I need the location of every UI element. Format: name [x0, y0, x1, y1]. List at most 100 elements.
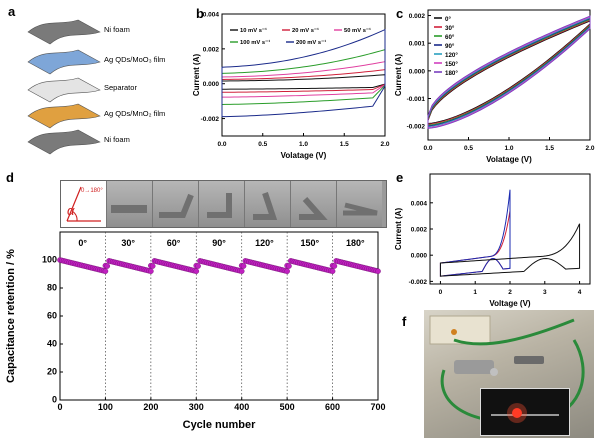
- legend-label: 150°: [445, 61, 458, 68]
- segment-label: 30°: [121, 238, 135, 248]
- layer-sheet: [27, 19, 101, 45]
- x-tick-label: 1.0: [299, 141, 308, 148]
- panel-letter: d: [6, 170, 14, 185]
- x-tick-label: 600: [325, 402, 340, 412]
- x-tick-label: 0: [439, 289, 443, 296]
- data-point: [193, 268, 200, 274]
- y-tick-label: -0.002: [407, 124, 426, 131]
- cv-curve: [427, 15, 591, 129]
- legend-label: 180°: [445, 70, 458, 77]
- x-tick-label: 400: [234, 402, 249, 412]
- legend-label: 0°: [445, 16, 451, 23]
- data-point: [331, 263, 338, 269]
- data-point: [238, 268, 245, 274]
- y-tick-label: 80: [47, 283, 57, 293]
- chart-c: 0.0 0.5 1.0 1.5 2.0 -0.002 -0.001 0.000 0.001 0.0…: [394, 6, 595, 164]
- chart-b: 0.0 0.5 1.0 1.5 2.0 -0.002 0.000 0.002 0.004 Vola…: [192, 6, 390, 160]
- y-axis-label: Current (A): [394, 54, 403, 97]
- x-axis-label: Volatage (V): [486, 155, 532, 164]
- segment-label: 0°: [78, 238, 87, 248]
- panel-letter: b: [196, 6, 204, 21]
- bend-photo: [107, 181, 153, 227]
- x-tick-label: 1.5: [545, 145, 554, 152]
- y-tick-label: 20: [47, 367, 57, 377]
- data-point: [102, 268, 109, 274]
- y-tick-label: 0.000: [411, 253, 428, 260]
- x-tick-label: 0: [57, 402, 62, 412]
- y-tick-label: 0.002: [203, 46, 220, 53]
- chart-e: 0 1 2 3 4 -0.002 0.000 0.002 0.004 Voltage (V) Cur…: [394, 170, 591, 308]
- y-tick-label: 0.001: [409, 41, 426, 48]
- data-point: [104, 263, 111, 269]
- x-tick-label: 0.5: [258, 141, 267, 148]
- layer-sheet: [27, 77, 101, 103]
- y-axis-label: Current (A): [394, 208, 403, 251]
- chart-d: 0 100 200 300 400 500 600 700 0 20 40 60 80 100 Cycle …: [5, 170, 386, 431]
- bend-photo: [291, 181, 337, 227]
- y-tick-label: -0.002: [201, 116, 220, 123]
- legend-label: 20 mV s⁻¹: [292, 27, 319, 34]
- y-tick-label: -0.001: [407, 96, 426, 103]
- bend-photo: [245, 181, 291, 227]
- y-tick-label: 0.002: [409, 13, 426, 20]
- x-tick-label: 0.0: [423, 145, 432, 152]
- y-tick-label: 0.004: [203, 12, 220, 19]
- x-tick-label: 2.0: [380, 141, 389, 148]
- layer-label: Ag QDs/MoO₃ film: [104, 55, 165, 64]
- x-tick-label: 1: [473, 289, 477, 296]
- x-tick-label: 3: [543, 289, 547, 296]
- y-tick-label: 0.000: [409, 68, 426, 75]
- x-tick-label: 200: [143, 402, 158, 412]
- segment-label: 120°: [255, 238, 274, 248]
- data-point: [240, 263, 247, 269]
- bending-photo-strip: α 0→180°: [60, 180, 387, 228]
- x-tick-label: 1.5: [340, 141, 349, 148]
- x-tick-label: 0.5: [464, 145, 473, 152]
- bend-photo: [199, 181, 245, 227]
- y-axis-label: Capacitance retention / %: [5, 249, 17, 383]
- segment-label: 60°: [167, 238, 181, 248]
- y-tick-label: 40: [47, 339, 57, 349]
- led-inset-photo: [480, 388, 570, 436]
- y-axis-label: Current (A): [192, 54, 201, 97]
- x-tick-label: 2: [508, 289, 512, 296]
- data-point: [149, 263, 156, 269]
- data-point: [195, 263, 201, 269]
- x-axis-label: Volatage (V): [281, 151, 327, 160]
- legend-label: 100 mV s⁻¹: [240, 39, 270, 46]
- layer-sheet: [27, 129, 101, 155]
- data-point: [148, 268, 154, 274]
- layer-sheet: [27, 103, 101, 129]
- legend-label: 60°: [445, 34, 455, 41]
- cv-curve: [439, 189, 511, 277]
- x-tick-label: 2.0: [585, 145, 594, 152]
- layer-label: Ag QDs/MnO₂ film: [104, 109, 165, 118]
- x-tick-label: 700: [370, 402, 385, 412]
- y-tick-label: 0: [52, 395, 57, 405]
- alpha-label: α: [67, 203, 75, 218]
- legend-label: 120°: [445, 52, 458, 59]
- layer-label: Ni foam: [104, 25, 130, 34]
- cv-curve: [439, 223, 581, 277]
- x-tick-label: 500: [280, 402, 295, 412]
- x-axis-label: Voltage (V): [489, 299, 531, 308]
- bend-range-label: 0→180°: [81, 188, 103, 194]
- x-tick-label: 1.0: [504, 145, 513, 152]
- legend-label: 50 mV s⁻¹: [344, 27, 371, 34]
- panel-a-letter: a: [8, 4, 16, 19]
- data-point: [286, 263, 292, 269]
- cv-curve: [439, 210, 511, 277]
- bend-photo: [153, 181, 199, 227]
- cv-curve: [221, 28, 386, 118]
- panel-f-label: f: [402, 314, 407, 329]
- segment-label: 150°: [301, 238, 320, 248]
- x-tick-label: 100: [98, 402, 113, 412]
- layer-sheet: [27, 49, 101, 75]
- y-tick-label: 0.004: [411, 200, 428, 207]
- segment-label: 180°: [346, 238, 365, 248]
- panel-a-schematic: a Ni foam Ag QDs/MoO₃ film Separator Ag QDs…: [8, 4, 165, 155]
- x-tick-label: 4: [578, 289, 582, 296]
- x-tick-label: 300: [189, 402, 204, 412]
- panel-letter: c: [396, 6, 403, 21]
- x-axis-label: Cycle number: [183, 419, 256, 431]
